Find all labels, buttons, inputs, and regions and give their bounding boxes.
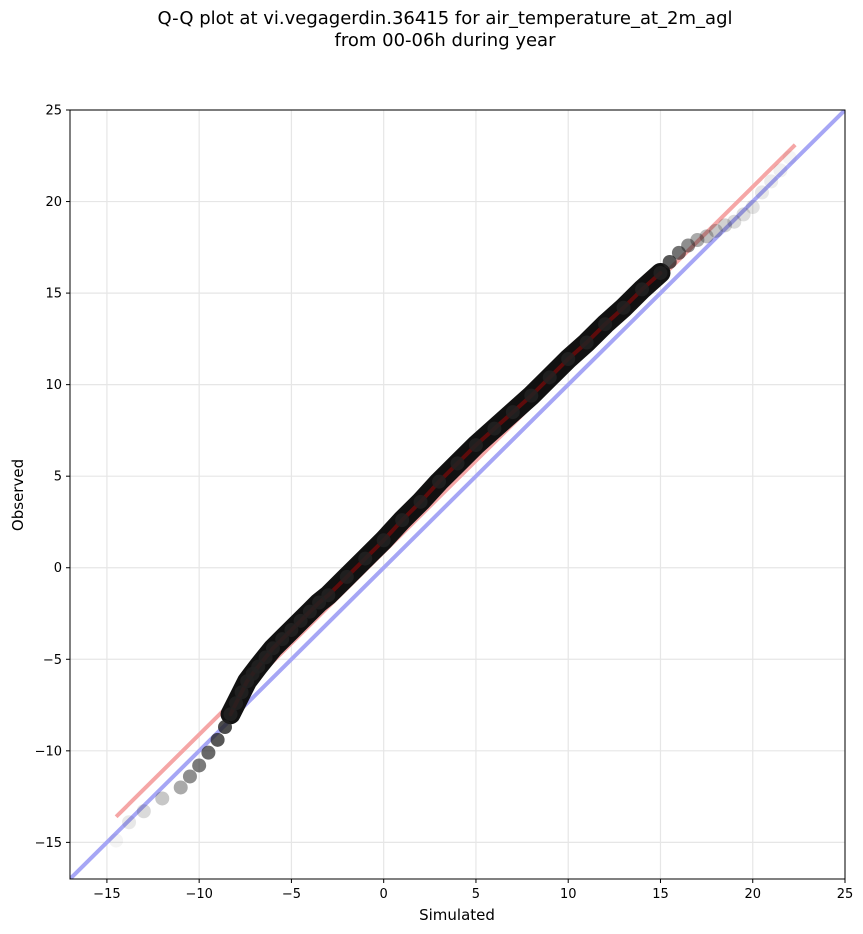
quantile-point [681, 238, 696, 253]
x-tick-label: −10 [185, 887, 212, 902]
x-axis-ticks: −15 −10 −5 0 5 10 15 20 25 [93, 879, 853, 902]
quantile-point [302, 604, 317, 619]
y-tick-label: 10 [45, 378, 62, 393]
y-tick-label: 0 [54, 561, 62, 576]
quantile-point [524, 388, 539, 403]
quantile-point [358, 551, 373, 566]
x-tick-label: 25 [837, 887, 854, 902]
quantile-point [201, 745, 216, 760]
y-tick-label: 15 [45, 287, 62, 302]
quantile-point [223, 707, 238, 722]
quantile-point [708, 223, 723, 238]
x-tick-label: 0 [380, 887, 388, 902]
x-tick-label: −5 [282, 887, 301, 902]
quantile-point [109, 833, 124, 848]
quantile-point [173, 780, 188, 795]
quantile-point [339, 569, 354, 584]
chart-title-block: Q-Q plot at vi.vegagerdin.36415 for air_… [0, 8, 863, 52]
quantile-point [234, 685, 249, 700]
quantile-point [773, 163, 788, 178]
quantile-point [487, 421, 502, 436]
quantile-point [764, 174, 779, 189]
quantile-point [155, 791, 170, 806]
y-tick-label: 20 [45, 195, 62, 210]
quantile-point [218, 720, 232, 735]
quantile-point [699, 229, 714, 244]
x-tick-label: 15 [652, 887, 669, 902]
y-tick-label: 25 [45, 104, 62, 119]
y-tick-label: −15 [35, 836, 62, 851]
quantile-point [579, 335, 594, 350]
quantile-point [782, 150, 797, 165]
quantile-point [662, 254, 677, 269]
quantile-point [450, 456, 465, 471]
x-tick-label: 10 [560, 887, 577, 902]
quantile-point [284, 622, 299, 637]
quantile-point [727, 214, 742, 229]
quantile-point [505, 405, 520, 420]
quantile-point [265, 641, 280, 656]
quantile-point [432, 474, 447, 489]
quantile-point [736, 207, 751, 222]
quantile-point [598, 317, 613, 332]
quantile-point [293, 613, 308, 628]
y-tick-label: −10 [35, 744, 62, 759]
quantile-point [616, 300, 631, 315]
quantile-point [542, 370, 557, 385]
quantile-point [192, 758, 207, 773]
x-tick-label: −15 [93, 887, 120, 902]
y-axis-label: Observed [9, 459, 27, 531]
quantile-point [653, 265, 668, 280]
quantile-point [690, 232, 705, 247]
quantile-point [136, 804, 151, 819]
y-tick-label: −5 [43, 653, 62, 668]
chart-title: Q-Q plot at vi.vegagerdin.36415 for air_… [157, 8, 733, 29]
quantile-point [122, 815, 137, 830]
quantile-point [395, 513, 410, 528]
quantile-point [275, 632, 290, 647]
quantile-point [321, 588, 336, 603]
quantile-points [109, 150, 797, 848]
quantile-point [468, 438, 483, 453]
y-tick-label: 5 [54, 470, 62, 485]
y-axis-ticks: −15 −10 −5 0 5 10 15 20 25 [35, 104, 70, 851]
quantile-point [182, 769, 197, 784]
chart-subtitle: from 00-06h during year [334, 30, 556, 51]
quantile-point [561, 352, 576, 367]
quantile-point [210, 732, 225, 747]
quantile-point [635, 282, 650, 297]
quantile-point [754, 185, 769, 200]
quantile-point [718, 218, 733, 233]
x-tick-label: 20 [744, 887, 761, 902]
plot-frame [69, 109, 846, 880]
x-tick-label: 5 [472, 887, 480, 902]
x-axis-label: Simulated [419, 906, 495, 924]
quantile-point [229, 696, 244, 711]
quantile-point [376, 533, 391, 548]
quantile-point [413, 494, 428, 509]
one-to-one-line [70, 110, 845, 879]
quantile-point [745, 200, 760, 215]
